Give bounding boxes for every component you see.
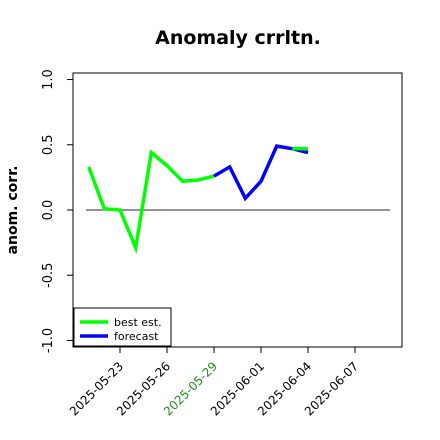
- y-tick-label: -1.0: [41, 328, 56, 353]
- legend-label-best-est: best est.: [114, 316, 162, 329]
- y-tick-label: 0.0: [41, 200, 56, 221]
- legend-label-forecast: forecast: [114, 330, 159, 343]
- y-tick-label: 0.5: [41, 134, 56, 155]
- series-line-forecast: [213, 144, 309, 202]
- legend-box: [73, 307, 172, 347]
- y-axis-label: anom. corr.: [5, 166, 21, 255]
- chart-title: Anomaly crrltn.: [155, 27, 321, 49]
- series-line-best-est: [87, 149, 215, 255]
- y-tick-label: 1.0: [41, 69, 56, 90]
- y-tick-label: -0.5: [41, 263, 56, 288]
- x-axis: 2025-05-232025-05-262025-05-292025-06-01…: [67, 347, 361, 418]
- y-axis: -1.0 -0.5 0.0 0.5 1.0: [41, 69, 73, 353]
- series-layer: [87, 144, 309, 255]
- legend: best est. forecast: [73, 307, 172, 347]
